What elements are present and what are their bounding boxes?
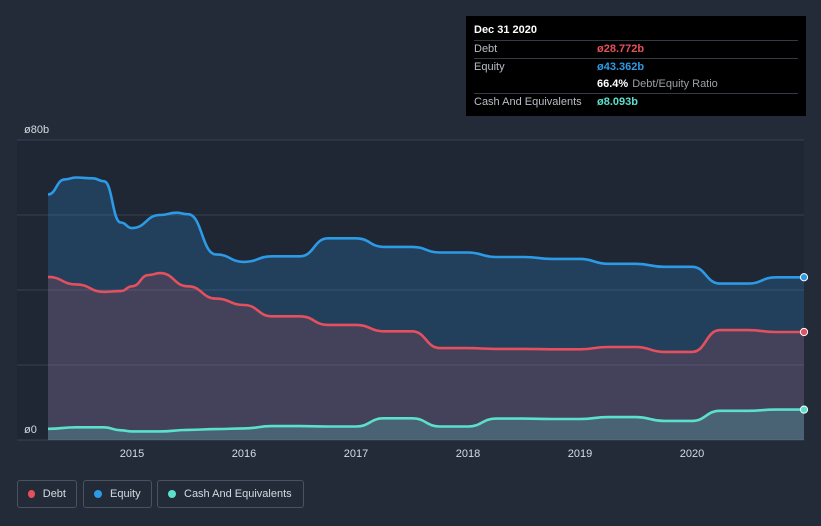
- legend-equity[interactable]: Equity: [83, 480, 152, 508]
- debt-end-marker: [799, 327, 809, 337]
- cash-and-equivalents-line: [47, 408, 804, 433]
- x-tick-label: 2018: [456, 448, 480, 460]
- legend-cash[interactable]: Cash And Equivalents: [157, 480, 304, 508]
- legend-equity-swatch: [94, 490, 102, 498]
- legend-debt[interactable]: Debt: [17, 480, 77, 508]
- series-end-markers: [799, 273, 809, 414]
- legend-cash-label: Cash And Equivalents: [184, 488, 292, 500]
- tooltip-debt-label: Debt: [474, 43, 498, 55]
- tooltip-date: Dec 31 2020: [474, 24, 537, 36]
- legend-debt-swatch: [28, 490, 35, 498]
- tooltip-debt-value: ø28.772b: [597, 43, 645, 55]
- cash-and-equivalents-end-marker: [799, 405, 809, 414]
- series-areas: [48, 177, 804, 440]
- tooltip-panel: Dec 31 2020 Debt ø28.772b Equity ø43.362…: [466, 16, 806, 116]
- y-tick-label: ø0: [24, 424, 37, 436]
- tooltip-ratio-value: 66.4%: [597, 78, 629, 90]
- x-tick-label: 2016: [232, 448, 256, 460]
- tooltip-row-equity: Equity ø43.362b: [474, 58, 798, 76]
- x-tick-label: 2017: [344, 448, 368, 460]
- y-tick-labels: ø80b ø0: [24, 124, 49, 436]
- tooltip-equity-label: Equity: [474, 61, 505, 73]
- tooltip-ratio-label: [474, 76, 597, 93]
- series-lines: [47, 176, 804, 433]
- tooltip-row-cash: Cash And Equivalents ø8.093b: [474, 93, 798, 111]
- debt-line: [47, 271, 804, 354]
- tooltip-cash-value: ø8.093b: [597, 96, 638, 108]
- x-tick-label: 2019: [568, 448, 592, 460]
- tooltip-ratio-suffix: Debt/Equity Ratio: [632, 78, 718, 90]
- legend-equity-label: Equity: [110, 488, 141, 500]
- tooltip-equity-value: ø43.362b: [597, 61, 645, 73]
- tooltip-row-ratio: 66.4% Debt/Equity Ratio: [474, 76, 798, 93]
- x-tick-label: 2020: [680, 448, 704, 460]
- legend-debt-label: Debt: [42, 488, 66, 500]
- legend-cash-swatch: [168, 490, 176, 498]
- gridlines: [17, 139, 804, 441]
- equity-area: [48, 177, 804, 440]
- tooltip-cash-label: Cash And Equivalents: [474, 96, 582, 108]
- x-tick-label: 2015: [120, 448, 144, 460]
- y-tick-label: ø80b: [24, 124, 49, 136]
- equity-line: [47, 176, 804, 285]
- x-tick-labels: 2015 2016 2017 2018 2019 2020: [120, 448, 704, 460]
- tooltip-row-debt: Debt ø28.772b: [474, 40, 798, 58]
- equity-end-marker: [799, 273, 809, 282]
- debt-area: [48, 273, 804, 440]
